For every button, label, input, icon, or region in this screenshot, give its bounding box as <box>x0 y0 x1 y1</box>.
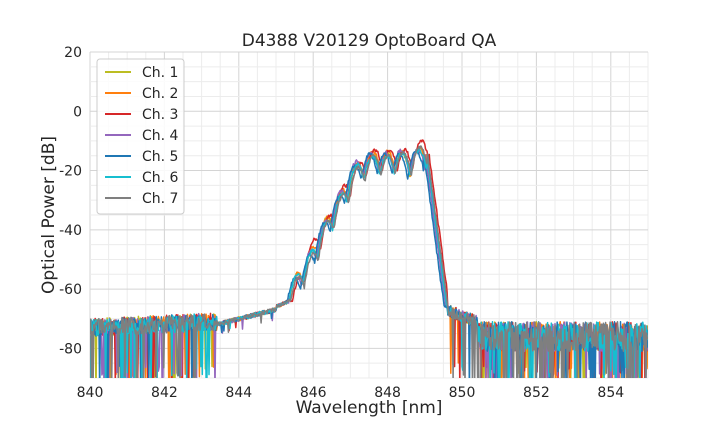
y-tick-labels: -80 -60 -40 -20 0 20 <box>59 45 82 357</box>
x-axis-label: Wavelength [nm] <box>296 398 443 418</box>
legend-label: Ch. 6 <box>142 170 179 186</box>
x-tick-label: 840 <box>77 385 104 401</box>
legend-label: Ch. 3 <box>142 107 178 123</box>
x-tick-label: 854 <box>597 385 624 401</box>
y-tick-label: -80 <box>59 341 82 357</box>
x-tick-label: 850 <box>449 385 476 401</box>
series-layer <box>90 139 648 378</box>
y-tick-label: -20 <box>59 164 82 180</box>
x-tick-label: 848 <box>374 385 401 401</box>
x-tick-label: 846 <box>300 385 327 401</box>
series-line-7 <box>90 145 648 378</box>
y-tick-label: 0 <box>73 104 82 120</box>
y-tick-label: -40 <box>59 223 82 239</box>
legend-label: Ch. 4 <box>142 128 179 144</box>
legend-label: Ch. 2 <box>142 86 178 102</box>
chart-title: D4388 V20129 OptoBoard QA <box>242 31 497 51</box>
x-tick-label: 842 <box>151 385 178 401</box>
x-tick-label: 852 <box>523 385 550 401</box>
y-tick-label: 20 <box>64 45 82 61</box>
legend-box <box>96 58 185 215</box>
y-tick-label: -60 <box>59 282 82 298</box>
x-tick-label: 844 <box>225 385 252 401</box>
legend-label: Ch. 1 <box>142 65 178 81</box>
legend: Ch. 1 Ch. 2 Ch. 3 Ch. 4 Ch. 5 Ch. 6 Ch. 7 <box>96 58 185 215</box>
legend-label: Ch. 7 <box>142 191 178 207</box>
legend-label: Ch. 5 <box>142 149 178 165</box>
y-axis-label: Optical Power [dB] <box>39 136 59 294</box>
x-tick-labels: 840 842 844 846 848 850 852 854 <box>77 385 625 401</box>
